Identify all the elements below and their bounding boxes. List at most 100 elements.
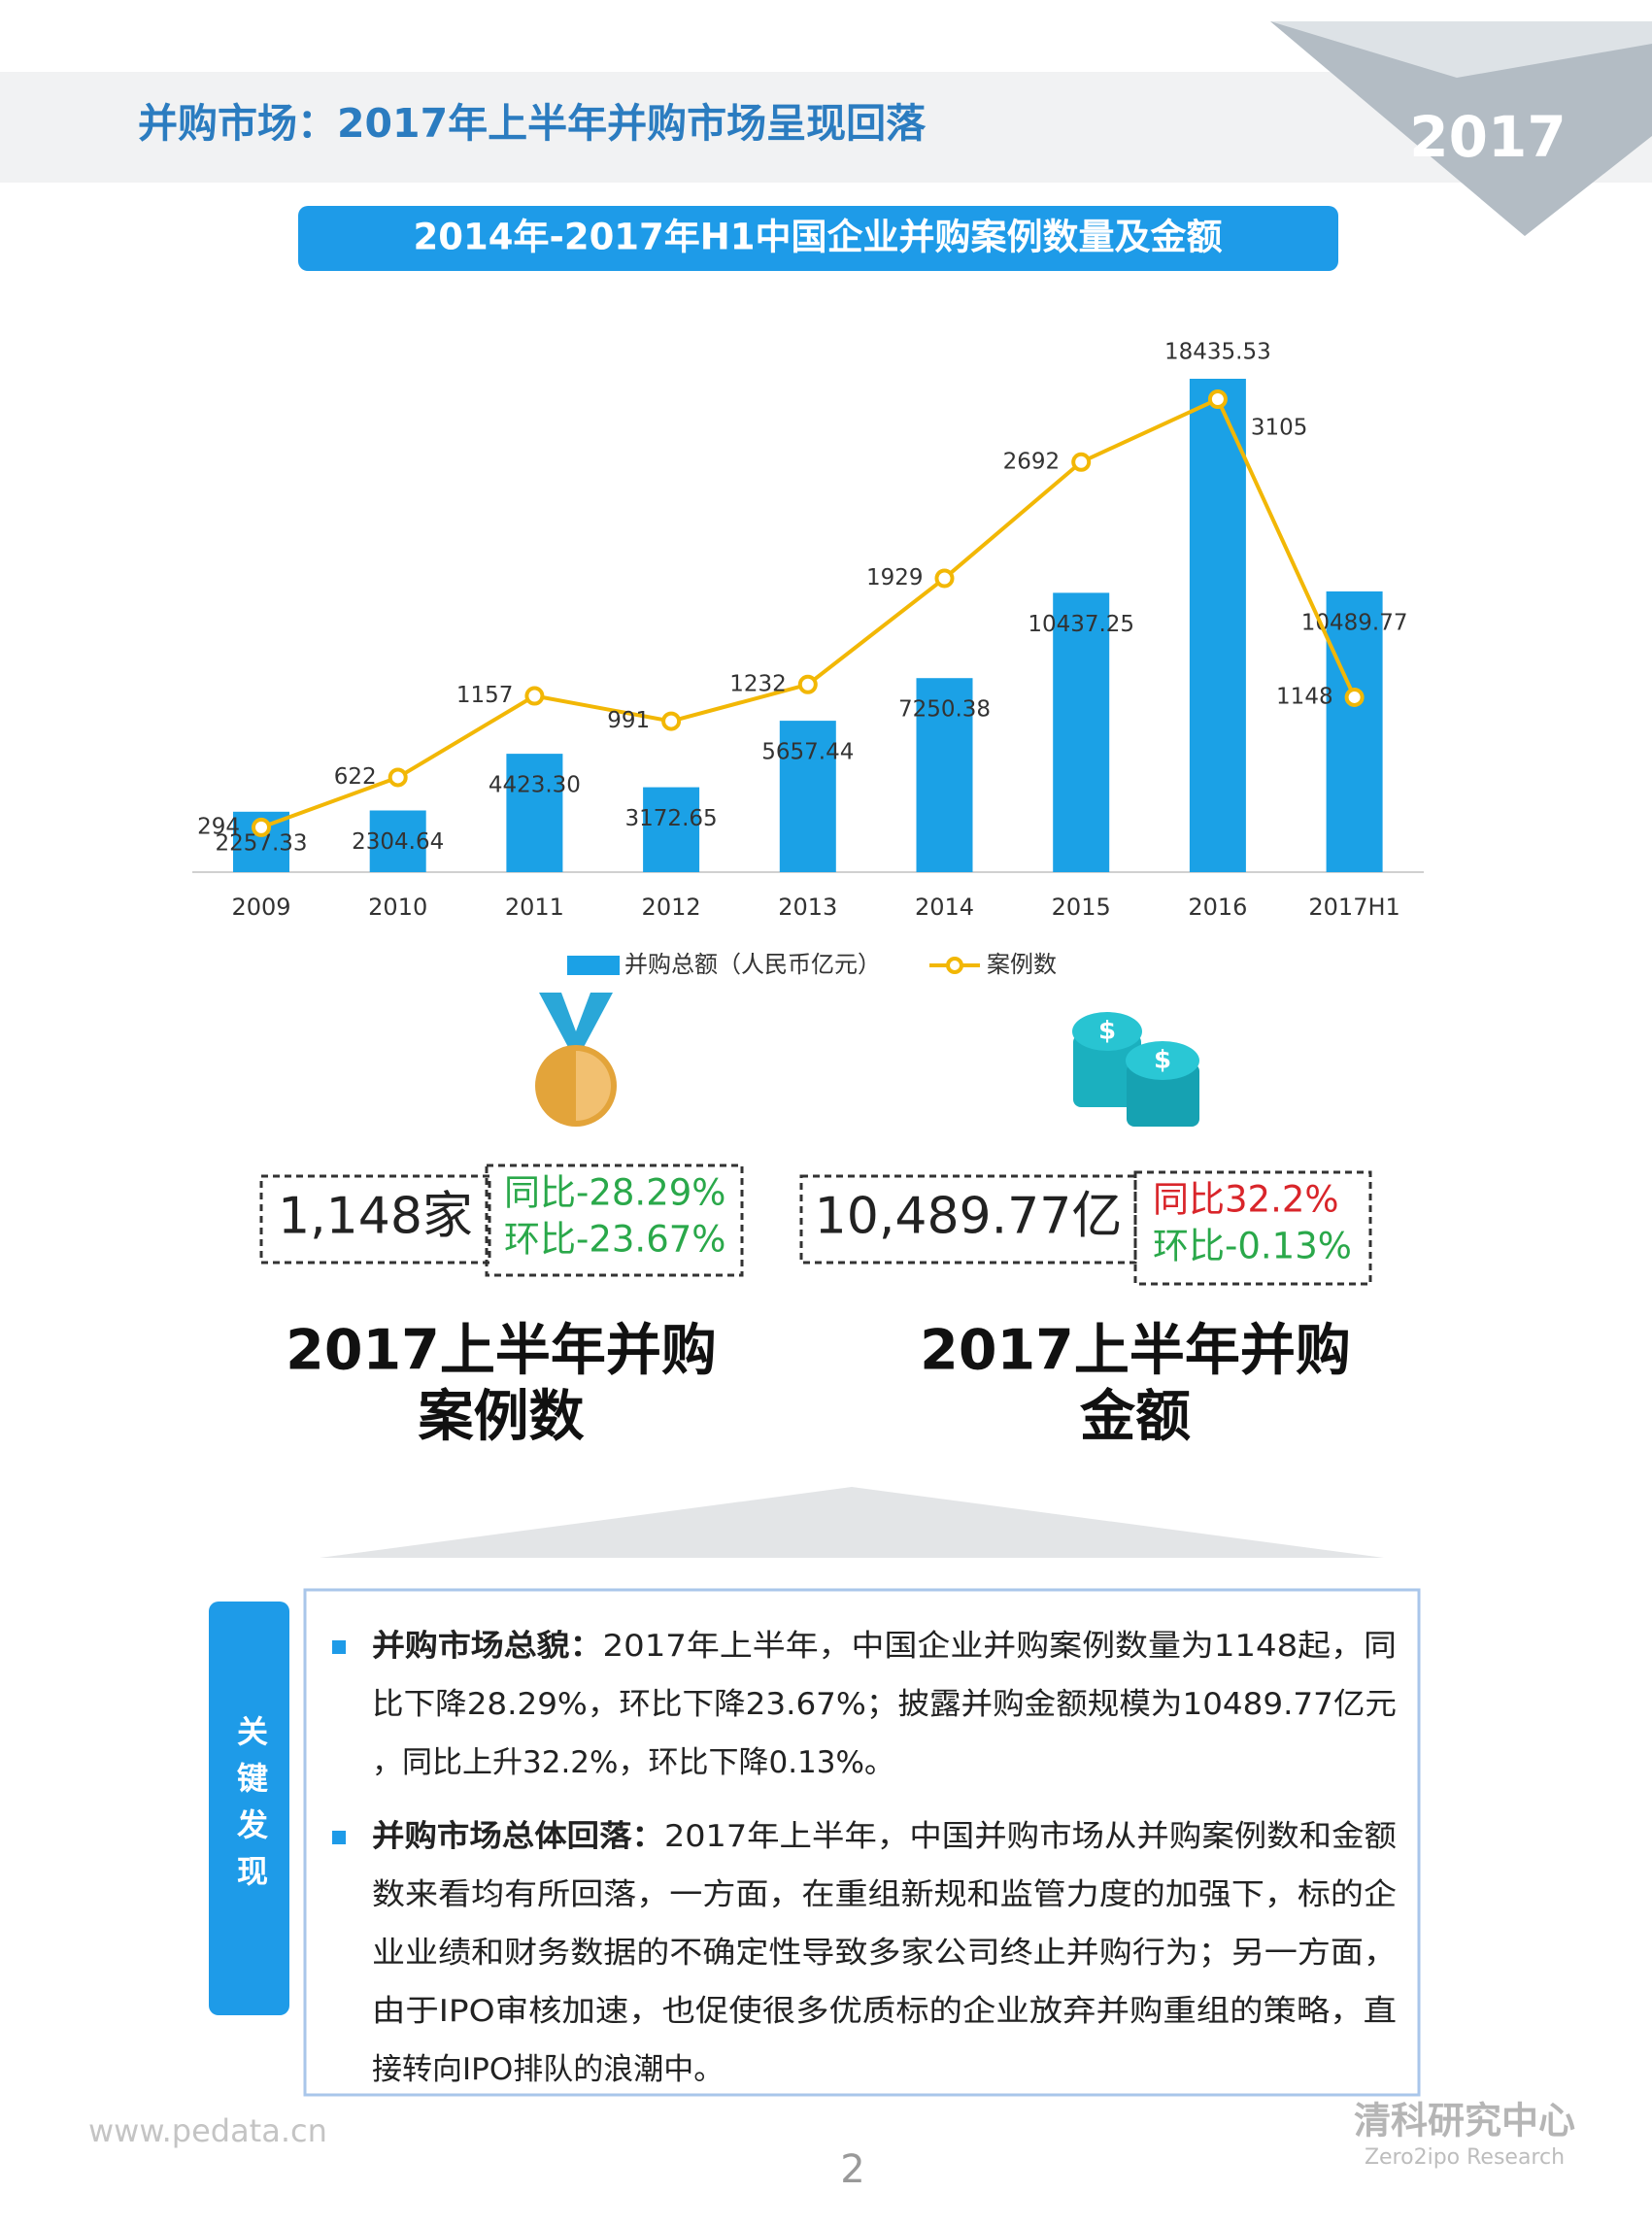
x-tick-label: 2010 (368, 894, 427, 921)
legend-swatch (946, 957, 963, 974)
value-box (259, 1174, 491, 1265)
x-tick-label: 2013 (778, 894, 837, 921)
finding-text: 2017年上半年，中国企业并购案例数量为1148起，同 (603, 1629, 1397, 1664)
change-box (1133, 1170, 1372, 1286)
legend-label: 案例数 (987, 951, 1057, 978)
line-value-label: 2692 (1003, 449, 1061, 474)
highlight-caption: 2017上半年并购 (920, 1319, 1351, 1383)
line-value-label: 991 (607, 708, 650, 733)
bar-value-label: 18435.53 (1164, 340, 1271, 365)
finding-line: 并购市场总体回落： 2017年上半年，中国并购市场从并购案例数和金额 (372, 1819, 1397, 1854)
bar (643, 787, 700, 872)
finding-line: 比下降28.29%，环比下降23.67%；披露并购金额规模为10489.77亿元 (372, 1687, 1397, 1722)
highlight-caption: 案例数 (419, 1385, 585, 1449)
finding-line: 数来看均有所回落，一方面，在重组新规和监管力度的加强下，标的企 (372, 1877, 1397, 1912)
x-tick-label: 2017H1 (1308, 894, 1399, 921)
bar-value-label: 7250.38 (898, 697, 991, 723)
change-box (485, 1164, 744, 1277)
line-point (934, 568, 955, 589)
bar-value-label: 3172.65 (625, 806, 718, 831)
finding-line: 由于IPO审核加速，也促使很多优质标的企业放弃并购重组的策略，直 (372, 1994, 1397, 2029)
line-value-label: 1929 (866, 565, 924, 590)
x-tick-label: 2016 (1188, 894, 1247, 921)
highlight-caption: 金额 (1079, 1385, 1191, 1449)
chart: 2009 2010 2011 2012 2013 2014 2015 2016 2017H122… (192, 340, 1424, 978)
bar-value-label: 4423.30 (489, 773, 581, 798)
bar (1053, 592, 1110, 872)
finding-label: 并购市场总体回落： (372, 1819, 664, 1854)
finding-text: 比下降28.29%，环比下降23.67%；披露并购金额规模为10489.77亿元 (372, 1687, 1397, 1722)
x-tick-label: 2012 (642, 894, 701, 921)
finding-text: 业业绩和财务数据的不确定性导致多家公司终止并购行为；另一方面， (372, 1936, 1397, 1971)
finding-text: 接转向IPO排队的浪潮中。 (372, 2052, 724, 2087)
change-label: 同比32.2% (1153, 1179, 1339, 1221)
page-number: 2 (840, 2147, 864, 2192)
line-point (1207, 389, 1228, 409)
findings-list: 并购市场总貌： 2017年上半年，中国企业并购案例数量为1148起，同比下降28.… (332, 1629, 1397, 2087)
finding-text: 数来看均有所回落，一方面，在重组新规和监管力度的加强下，标的企 (372, 1877, 1397, 1912)
bar (779, 721, 836, 872)
findings-tab (209, 1602, 289, 2015)
highlight-value: 10,489.77亿 (815, 1188, 1123, 1246)
x-tick-label: 2009 (231, 894, 290, 921)
legend-swatch (567, 956, 620, 975)
medal-icon (535, 993, 617, 1127)
bar-value-label: 2304.64 (352, 829, 444, 855)
line-point (797, 674, 818, 694)
bar-value-label: 5657.44 (761, 740, 854, 765)
footer-logo: 清科研究中心 (1354, 2100, 1575, 2142)
finding-line: 并购市场总貌： 2017年上半年，中国企业并购案例数量为1148起，同 (372, 1629, 1397, 1664)
legend-label: 并购总额（人民币亿元） (624, 951, 881, 978)
change-label: 环比-0.13% (1153, 1226, 1352, 1267)
finding-line: 接转向IPO排队的浪潮中。 (372, 2052, 724, 2087)
finding-text: 由于IPO审核加速，也促使很多优质标的企业放弃并购重组的策略，直 (372, 1994, 1397, 2029)
line-point (524, 686, 545, 706)
highlight-caption: 2017上半年并购 (286, 1319, 717, 1383)
finding-label: 并购市场总貌： (372, 1629, 603, 1664)
line-value-label: 1157 (456, 683, 514, 708)
finding-line: 业业绩和财务数据的不确定性导致多家公司终止并购行为；另一方面， (372, 1936, 1397, 1971)
line-value-label: 3105 (1251, 416, 1308, 441)
line-value-label: 1232 (729, 671, 787, 696)
x-tick-label: 2011 (505, 894, 564, 921)
chart-title-box (298, 206, 1338, 271)
line-value-label: 1148 (1276, 684, 1333, 709)
line-point (388, 767, 408, 788)
footer-url: www.pedata.cn (88, 2112, 327, 2149)
change-label: 同比-28.29% (504, 1172, 725, 1214)
line-point (1344, 687, 1365, 707)
bar (506, 754, 563, 872)
line-value-label: 294 (197, 814, 240, 839)
bullet (332, 1831, 346, 1844)
change-label: 环比-23.67% (504, 1219, 725, 1261)
bar-value-label: 10437.25 (1028, 612, 1134, 637)
coin-symbol: $ (1154, 1046, 1171, 1075)
findings-tab-label: 关键发现 (232, 1715, 269, 1902)
bar (916, 678, 973, 872)
finding-text: 2017年上半年，中国并购市场从并购案例数和金额 (664, 1819, 1397, 1854)
year-badge: 2017 (1409, 104, 1566, 170)
header-decoration (1270, 21, 1652, 236)
coin-symbol: $ (1098, 1017, 1116, 1046)
bullet (332, 1640, 346, 1654)
findings-box (303, 1588, 1421, 2097)
chart-title: 2014年-2017年H1中国企业并购案例数量及金额 (413, 217, 1222, 258)
line-point (661, 711, 682, 731)
highlight-value: 1,148家 (278, 1188, 473, 1246)
bar (1326, 590, 1383, 872)
footer-logo-sub: Zero2ipo Research (1365, 2145, 1565, 2170)
line-point (1071, 452, 1092, 472)
separator (320, 1487, 1384, 1558)
coins-icon: $ $ (1072, 1012, 1199, 1127)
x-tick-label: 2015 (1052, 894, 1111, 921)
line-value-label: 622 (334, 764, 377, 790)
line-point (252, 817, 271, 837)
finding-text: ，同比上升32.2%，环比下降0.13%。 (372, 1745, 894, 1780)
bar (369, 810, 426, 872)
finding-line: ，同比上升32.2%，环比下降0.13%。 (372, 1745, 894, 1780)
x-tick-label: 2014 (915, 894, 974, 921)
bar (1189, 379, 1246, 872)
